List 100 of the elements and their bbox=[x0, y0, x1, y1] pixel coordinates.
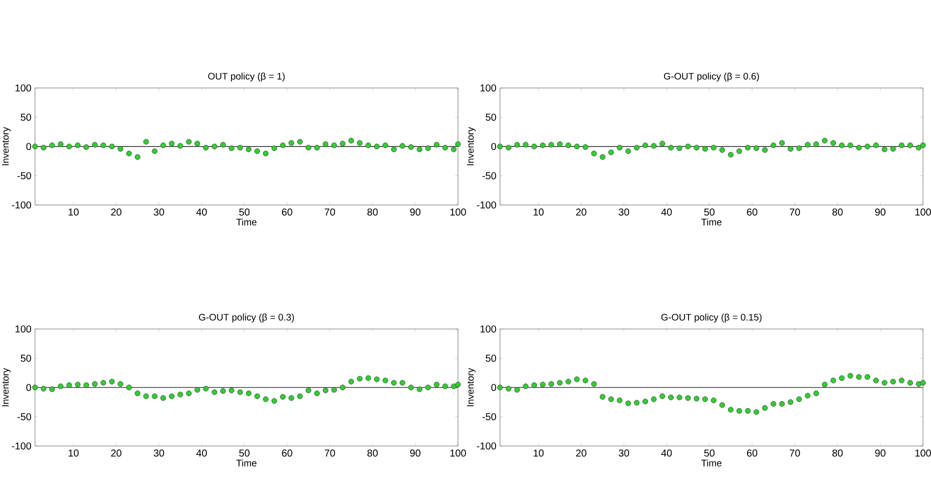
point bbox=[177, 143, 184, 149]
x-tick-label: 70 bbox=[324, 208, 335, 216]
point bbox=[882, 380, 888, 386]
point bbox=[694, 396, 700, 402]
point bbox=[455, 141, 461, 147]
point bbox=[497, 384, 503, 390]
point bbox=[685, 144, 691, 150]
point bbox=[548, 142, 554, 148]
point bbox=[416, 386, 422, 392]
point bbox=[608, 396, 614, 402]
point bbox=[531, 144, 537, 150]
x-tick-label: 100 bbox=[915, 450, 931, 457]
point bbox=[356, 376, 363, 382]
point bbox=[288, 395, 294, 401]
x-tick-label: 20 bbox=[576, 450, 586, 457]
point bbox=[848, 142, 854, 148]
point bbox=[770, 142, 776, 148]
point bbox=[522, 384, 528, 390]
point bbox=[340, 384, 346, 390]
x-axis-title: Time bbox=[701, 459, 722, 466]
point bbox=[582, 144, 588, 150]
point bbox=[719, 402, 725, 408]
point bbox=[262, 396, 269, 402]
point bbox=[100, 380, 106, 386]
point bbox=[450, 146, 457, 152]
point bbox=[322, 388, 328, 394]
x-tick-label: 30 bbox=[154, 450, 164, 457]
point bbox=[143, 393, 149, 400]
point bbox=[856, 374, 862, 380]
point bbox=[331, 142, 337, 148]
point bbox=[331, 387, 337, 393]
x-tick-label: 10 bbox=[68, 208, 79, 216]
point bbox=[788, 399, 794, 405]
point bbox=[237, 144, 243, 150]
x-tick-label: 50 bbox=[704, 450, 715, 457]
point bbox=[168, 140, 175, 146]
point bbox=[92, 381, 98, 387]
point bbox=[356, 140, 363, 146]
y-tick-label: -50 bbox=[482, 172, 496, 180]
point bbox=[134, 390, 140, 396]
point bbox=[651, 396, 657, 402]
x-axis-title: Time bbox=[236, 459, 256, 466]
point bbox=[762, 405, 768, 411]
point bbox=[754, 409, 760, 415]
x-tick-label: 50 bbox=[704, 208, 715, 216]
point bbox=[49, 142, 55, 148]
point bbox=[126, 150, 132, 156]
point bbox=[83, 144, 90, 150]
point bbox=[856, 144, 862, 150]
chart-title: OUT policy (β = 1) bbox=[208, 72, 285, 82]
y-tick-label: 0 bbox=[491, 384, 496, 392]
point bbox=[591, 150, 597, 156]
point bbox=[514, 142, 520, 148]
x-tick-label: 30 bbox=[154, 208, 164, 216]
point bbox=[455, 382, 461, 388]
point bbox=[203, 386, 209, 392]
y-axis-title: Inventory bbox=[2, 126, 11, 166]
point bbox=[694, 144, 700, 150]
point bbox=[288, 140, 294, 146]
y-tick-label: 0 bbox=[491, 142, 496, 150]
x-tick-label: 10 bbox=[534, 208, 544, 216]
point bbox=[898, 378, 904, 384]
point bbox=[297, 393, 303, 400]
point bbox=[228, 145, 234, 152]
point bbox=[796, 145, 802, 152]
point bbox=[557, 141, 563, 147]
point bbox=[616, 398, 622, 404]
point bbox=[134, 154, 140, 160]
point bbox=[254, 393, 260, 400]
point bbox=[779, 401, 785, 407]
point bbox=[365, 375, 372, 381]
point bbox=[408, 384, 414, 390]
point bbox=[83, 382, 90, 388]
point bbox=[608, 150, 614, 156]
x-tick-label: 80 bbox=[367, 208, 378, 216]
x-tick-label: 90 bbox=[875, 208, 886, 216]
point bbox=[271, 145, 278, 152]
point bbox=[754, 145, 760, 152]
x-tick-label: 20 bbox=[111, 208, 122, 216]
point bbox=[152, 148, 158, 154]
point bbox=[736, 148, 742, 154]
x-tick-label: 70 bbox=[324, 450, 335, 457]
point bbox=[74, 382, 81, 388]
point bbox=[830, 140, 836, 146]
x-tick-label: 100 bbox=[450, 450, 466, 457]
y-tick-label: -50 bbox=[17, 172, 32, 180]
y-axis-title: Inventory bbox=[2, 368, 11, 406]
point bbox=[566, 378, 572, 384]
y-tick-label: -50 bbox=[17, 413, 32, 420]
point bbox=[109, 378, 115, 384]
point bbox=[907, 142, 913, 148]
point bbox=[220, 388, 226, 394]
point bbox=[186, 139, 192, 145]
point bbox=[58, 384, 64, 390]
point bbox=[160, 142, 166, 148]
point bbox=[306, 144, 312, 150]
point bbox=[762, 147, 768, 153]
x-tick-label: 40 bbox=[661, 450, 672, 457]
y-tick-label: -100 bbox=[476, 442, 496, 450]
point bbox=[548, 381, 554, 387]
